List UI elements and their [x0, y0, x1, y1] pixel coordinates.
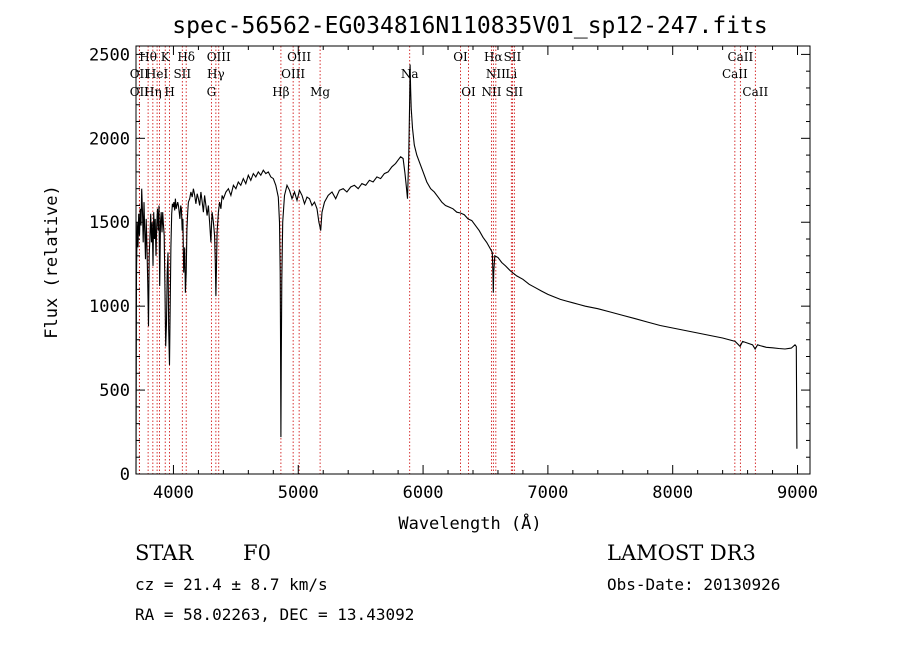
line-marker-label: Hβ: [272, 85, 289, 99]
x-axis-ticks: 4000 5000 6000 7000 8000 9000: [153, 46, 818, 503]
line-marker-label: CaII: [722, 67, 748, 81]
x-tick-label: 9000: [777, 483, 818, 503]
spectrum-series-line: [135, 64, 798, 475]
y-tick-label: 500: [99, 381, 130, 401]
y-axis-label: Flux (relative): [42, 185, 62, 339]
survey-name: LAMOST DR3: [607, 541, 756, 565]
line-marker-label: Hα: [484, 50, 503, 64]
line-marker-label: OII: [130, 85, 150, 99]
line-marker-label: CaII: [727, 50, 753, 64]
x-tick-label: 6000: [403, 483, 444, 503]
line-marker-label: SII: [173, 67, 191, 81]
line-markers: [138, 46, 756, 474]
y-tick-label: 2000: [89, 129, 130, 149]
object-class: STAR: [135, 541, 194, 565]
line-marker-label: OI: [453, 50, 468, 64]
line-marker-label: H: [164, 85, 174, 99]
y-axis-ticks: 0 500 1000 1500 2000 2500: [89, 45, 810, 485]
y-tick-label: 0: [120, 465, 130, 485]
x-tick-label: 5000: [278, 483, 319, 503]
line-marker-label: OIII: [207, 50, 231, 64]
object-subclass: F0: [243, 541, 271, 565]
y-tick-label: 1500: [89, 213, 130, 233]
redshift-info: cz = 21.4 ± 8.7 km/s: [135, 575, 328, 594]
line-marker-label: NII: [481, 85, 501, 99]
line-marker-label: CaII: [742, 85, 768, 99]
y-tick-label: 2500: [89, 45, 130, 65]
x-tick-label: 7000: [527, 483, 568, 503]
line-marker-label: Hδ: [177, 50, 195, 64]
x-tick-label: 8000: [652, 483, 693, 503]
y-tick-label: 1000: [89, 297, 130, 317]
line-marker-label: OI: [461, 85, 476, 99]
line-marker-label: K: [161, 50, 171, 64]
x-tick-label: 4000: [153, 483, 194, 503]
line-marker-label: SII: [504, 50, 522, 64]
line-marker-label: OIII: [287, 50, 311, 64]
observation-date: Obs-Date: 20130926: [607, 575, 780, 594]
line-marker-label: NII: [486, 67, 506, 81]
line-marker-label: HeI: [146, 67, 169, 81]
x-axis-label: Wavelength (Å): [398, 512, 541, 534]
plot-frame: [135, 45, 811, 475]
line-marker-label: G: [207, 85, 217, 99]
line-marker-label: OII: [130, 67, 150, 81]
line-marker-label: Hγ: [207, 67, 225, 81]
line-marker-label: Hη: [144, 85, 162, 99]
line-marker-label: Mg: [310, 85, 330, 99]
line-marker-label: Hθ: [139, 50, 157, 64]
chart-title: spec-56562-EG034816N110835V01_sp12-247.f…: [172, 13, 767, 39]
line-marker-label: SII: [505, 85, 523, 99]
line-marker-label: Li: [505, 67, 517, 81]
coordinates: RA = 58.02263, DEC = 13.43092: [135, 605, 414, 624]
line-marker-label: OIII: [281, 67, 305, 81]
